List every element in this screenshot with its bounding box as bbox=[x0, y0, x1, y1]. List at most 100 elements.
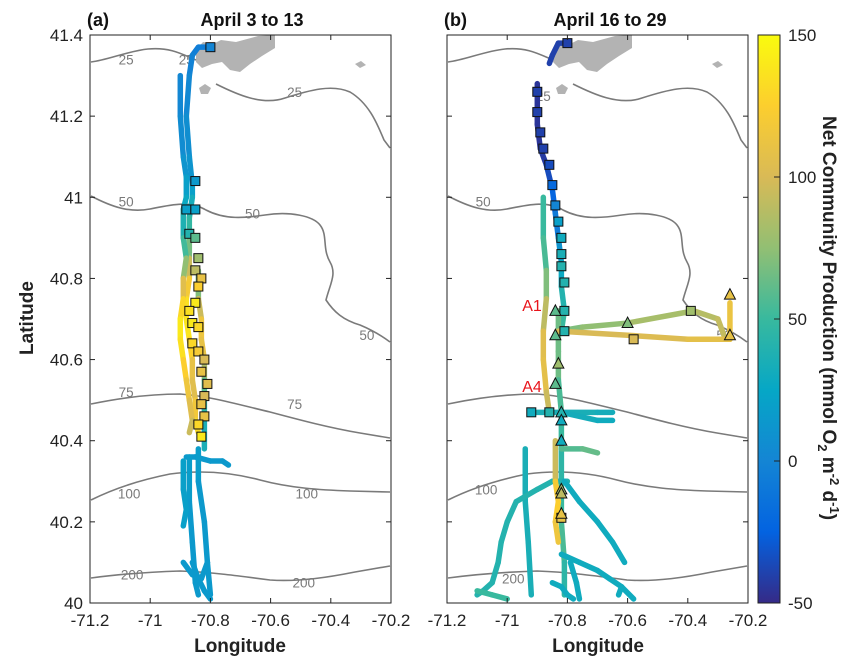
triangle-marker bbox=[555, 413, 568, 426]
colorbar-tick-label: -50 bbox=[788, 594, 813, 613]
panel-b-title: April 16 to 29 bbox=[553, 10, 666, 30]
isobath-200 bbox=[90, 565, 391, 582]
track-segment bbox=[558, 551, 583, 566]
isobath-50 bbox=[447, 195, 748, 343]
square-marker bbox=[190, 297, 201, 308]
square-marker bbox=[685, 305, 696, 316]
track-segment bbox=[180, 153, 190, 180]
contour-label: 50 bbox=[476, 194, 491, 209]
panel-b-xlabel: Longitude bbox=[552, 636, 644, 657]
square-marker bbox=[544, 159, 555, 170]
track-segment bbox=[180, 235, 190, 261]
track-segment bbox=[691, 308, 721, 322]
panel-a-xlabel: Longitude bbox=[194, 636, 286, 657]
track-segment bbox=[198, 559, 211, 582]
square-marker bbox=[556, 261, 567, 272]
colorbar-ticks: 150 100 50 0 -50 bbox=[774, 26, 816, 613]
track-segment bbox=[186, 498, 196, 545]
contour-label: 75 bbox=[119, 385, 134, 400]
x-tick-label: -71.2 bbox=[428, 611, 467, 630]
x-tick-label: -71.2 bbox=[71, 611, 110, 630]
site-annotation: A4 bbox=[522, 379, 542, 396]
square-marker bbox=[190, 176, 201, 187]
land-small-2 bbox=[712, 61, 723, 68]
land-small-1 bbox=[199, 84, 211, 94]
track-segment bbox=[186, 417, 196, 436]
square-marker bbox=[526, 407, 537, 418]
track-segment bbox=[576, 498, 601, 525]
y-tick-label: 41 bbox=[64, 188, 83, 207]
track-segment bbox=[219, 458, 232, 468]
track-segment bbox=[186, 52, 196, 79]
square-marker bbox=[193, 322, 204, 333]
contour-label: 50 bbox=[119, 194, 134, 209]
track-segment bbox=[504, 498, 519, 525]
panel-a-ticks: -71.2 -71 -70.8 -70.6 -70.4 -70.2 40 40.2 40.4 40… bbox=[50, 26, 410, 630]
square-marker bbox=[181, 204, 192, 215]
square-marker bbox=[535, 127, 546, 138]
x-tick-label: -70.2 bbox=[372, 611, 411, 630]
track-segment bbox=[177, 336, 187, 363]
track-segment bbox=[552, 519, 562, 545]
square-marker bbox=[199, 411, 210, 422]
track-segment bbox=[522, 498, 532, 545]
x-tick-label: -70.4 bbox=[668, 611, 707, 630]
square-marker bbox=[190, 265, 201, 276]
track-segment bbox=[183, 113, 193, 160]
track-segment bbox=[201, 588, 214, 602]
square-marker bbox=[550, 200, 561, 211]
isobath-25 bbox=[447, 47, 748, 149]
triangle-marker bbox=[552, 356, 565, 369]
panel-a-background bbox=[90, 35, 391, 603]
track-segment bbox=[180, 486, 190, 513]
track-segment bbox=[195, 478, 208, 525]
track-segment bbox=[183, 316, 193, 343]
panel-a-markers bbox=[181, 42, 216, 442]
land bbox=[196, 35, 275, 72]
contour-label: 200 bbox=[502, 572, 525, 587]
square-marker bbox=[193, 281, 204, 292]
track-segment bbox=[177, 113, 187, 160]
square-marker bbox=[553, 216, 564, 227]
contour-label: 25 bbox=[119, 52, 134, 67]
panel-b-label: (b) bbox=[444, 10, 467, 30]
square-marker bbox=[193, 346, 204, 357]
panel-a-frame bbox=[89, 34, 392, 604]
square-marker bbox=[184, 305, 195, 316]
x-tick-label: -70.6 bbox=[608, 611, 647, 630]
square-marker bbox=[556, 249, 567, 260]
isobath-100 bbox=[447, 471, 748, 501]
x-tick-label: -70.4 bbox=[311, 611, 350, 630]
square-marker bbox=[190, 232, 201, 243]
track-segment bbox=[180, 255, 190, 282]
triangle-marker bbox=[723, 287, 737, 300]
track-segment bbox=[495, 539, 504, 566]
triangle-marker bbox=[549, 376, 562, 389]
colorbar-tick-label: 100 bbox=[788, 168, 816, 187]
x-tick-label: -70.8 bbox=[191, 611, 230, 630]
track-segment bbox=[615, 584, 625, 598]
panel-b-background bbox=[447, 35, 748, 603]
track-segment bbox=[609, 539, 628, 566]
isobath-75 bbox=[90, 393, 391, 439]
isobath-100 bbox=[90, 471, 391, 501]
triangle-marker bbox=[723, 328, 737, 341]
contour-label: 75 bbox=[287, 397, 302, 412]
square-marker bbox=[193, 253, 204, 264]
x-tick-label: -70.8 bbox=[548, 611, 587, 630]
track-segment bbox=[498, 519, 510, 545]
isobath-25 bbox=[90, 47, 391, 149]
isobath-75 bbox=[447, 393, 748, 439]
contour-label: 100 bbox=[475, 482, 498, 497]
isobath-50 bbox=[90, 195, 391, 343]
square-marker bbox=[628, 334, 639, 345]
track-segment bbox=[576, 559, 601, 574]
panel-b: 255050100200 -71.2-71-70.8-70.6-70.4-70.… bbox=[428, 10, 768, 657]
track-segment bbox=[180, 356, 190, 383]
square-marker bbox=[532, 86, 543, 97]
panel-a-label: (a) bbox=[87, 10, 109, 30]
contour-label: 100 bbox=[118, 486, 141, 501]
